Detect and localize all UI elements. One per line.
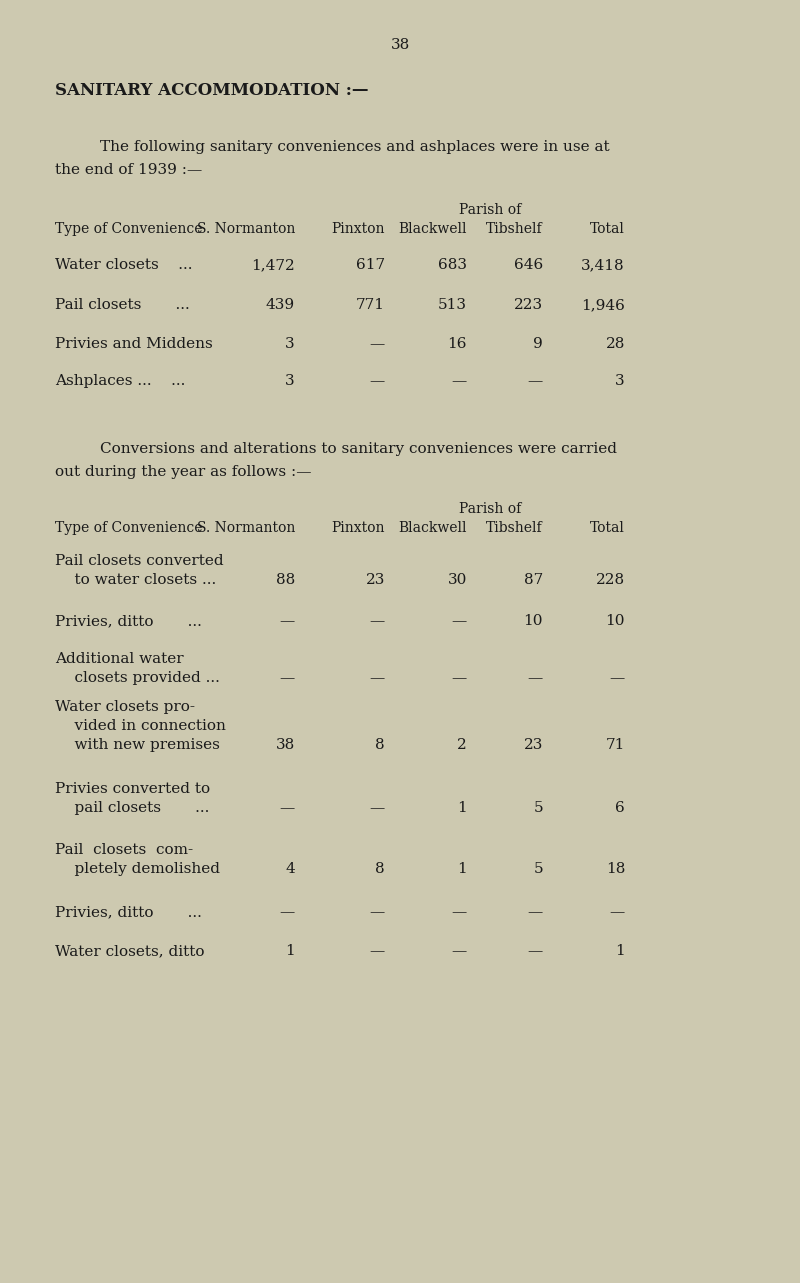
Text: —: — xyxy=(370,801,385,815)
Text: Ashplaces ...    ...: Ashplaces ... ... xyxy=(55,375,186,387)
Text: S. Normanton: S. Normanton xyxy=(197,521,295,535)
Text: SANITARY ACCOMMODATION :—: SANITARY ACCOMMODATION :— xyxy=(55,82,369,99)
Text: Parish of: Parish of xyxy=(459,502,521,516)
Text: 6: 6 xyxy=(615,801,625,815)
Text: Blackwell: Blackwell xyxy=(398,521,467,535)
Text: vided in connection: vided in connection xyxy=(55,718,226,733)
Text: 5: 5 xyxy=(534,862,543,876)
Text: 30: 30 xyxy=(448,574,467,588)
Text: —: — xyxy=(452,615,467,627)
Text: Total: Total xyxy=(590,222,625,236)
Text: 1: 1 xyxy=(615,944,625,958)
Text: pail closets       ...: pail closets ... xyxy=(55,801,210,815)
Text: Pail closets converted: Pail closets converted xyxy=(55,554,224,568)
Text: The following sanitary conveniences and ashplaces were in use at: The following sanitary conveniences and … xyxy=(100,140,610,154)
Text: 38: 38 xyxy=(390,38,410,53)
Text: pletely demolished: pletely demolished xyxy=(55,862,220,876)
Text: —: — xyxy=(610,671,625,685)
Text: 38: 38 xyxy=(276,738,295,752)
Text: 23: 23 xyxy=(524,738,543,752)
Text: —: — xyxy=(280,801,295,815)
Text: —: — xyxy=(452,944,467,958)
Text: —: — xyxy=(280,671,295,685)
Text: 71: 71 xyxy=(606,738,625,752)
Text: Tibshelf: Tibshelf xyxy=(486,521,543,535)
Text: 3: 3 xyxy=(615,375,625,387)
Text: 228: 228 xyxy=(596,574,625,588)
Text: —: — xyxy=(370,337,385,352)
Text: Type of Convenience: Type of Convenience xyxy=(55,521,202,535)
Text: 8: 8 xyxy=(375,738,385,752)
Text: Additional water: Additional water xyxy=(55,652,184,666)
Text: —: — xyxy=(370,905,385,919)
Text: 1: 1 xyxy=(458,801,467,815)
Text: Tibshelf: Tibshelf xyxy=(486,222,543,236)
Text: 1,946: 1,946 xyxy=(581,298,625,312)
Text: 3,418: 3,418 xyxy=(582,258,625,272)
Text: 23: 23 xyxy=(366,574,385,588)
Text: Privies, ditto       ...: Privies, ditto ... xyxy=(55,905,202,919)
Text: 439: 439 xyxy=(266,298,295,312)
Text: —: — xyxy=(610,905,625,919)
Text: —: — xyxy=(528,944,543,958)
Text: 88: 88 xyxy=(276,574,295,588)
Text: Blackwell: Blackwell xyxy=(398,222,467,236)
Text: —: — xyxy=(528,905,543,919)
Text: Water closets pro-: Water closets pro- xyxy=(55,701,195,715)
Text: 513: 513 xyxy=(438,298,467,312)
Text: 1: 1 xyxy=(286,944,295,958)
Text: 18: 18 xyxy=(606,862,625,876)
Text: —: — xyxy=(370,375,385,387)
Text: —: — xyxy=(370,615,385,627)
Text: Privies and Middens: Privies and Middens xyxy=(55,337,213,352)
Text: closets provided ...: closets provided ... xyxy=(55,671,220,685)
Text: Type of Convenience: Type of Convenience xyxy=(55,222,202,236)
Text: 87: 87 xyxy=(524,574,543,588)
Text: —: — xyxy=(280,905,295,919)
Text: —: — xyxy=(452,375,467,387)
Text: Pail  closets  com-: Pail closets com- xyxy=(55,843,193,857)
Text: the end of 1939 :—: the end of 1939 :— xyxy=(55,163,202,177)
Text: 1: 1 xyxy=(458,862,467,876)
Text: 8: 8 xyxy=(375,862,385,876)
Text: 3: 3 xyxy=(286,337,295,352)
Text: Parish of: Parish of xyxy=(459,203,521,217)
Text: 3: 3 xyxy=(286,375,295,387)
Text: Privies, ditto       ...: Privies, ditto ... xyxy=(55,615,202,627)
Text: 771: 771 xyxy=(356,298,385,312)
Text: Pail closets       ...: Pail closets ... xyxy=(55,298,190,312)
Text: 28: 28 xyxy=(606,337,625,352)
Text: —: — xyxy=(370,944,385,958)
Text: Water closets, ditto: Water closets, ditto xyxy=(55,944,205,958)
Text: Privies converted to: Privies converted to xyxy=(55,783,210,795)
Text: S. Normanton: S. Normanton xyxy=(197,222,295,236)
Text: —: — xyxy=(452,671,467,685)
Text: —: — xyxy=(452,905,467,919)
Text: 5: 5 xyxy=(534,801,543,815)
Text: Total: Total xyxy=(590,521,625,535)
Text: 9: 9 xyxy=(534,337,543,352)
Text: 10: 10 xyxy=(606,615,625,627)
Text: 4: 4 xyxy=(286,862,295,876)
Text: Pinxton: Pinxton xyxy=(331,521,385,535)
Text: 2: 2 xyxy=(458,738,467,752)
Text: 683: 683 xyxy=(438,258,467,272)
Text: 617: 617 xyxy=(356,258,385,272)
Text: —: — xyxy=(528,375,543,387)
Text: 10: 10 xyxy=(523,615,543,627)
Text: Pinxton: Pinxton xyxy=(331,222,385,236)
Text: with new premises: with new premises xyxy=(55,738,220,752)
Text: —: — xyxy=(370,671,385,685)
Text: —: — xyxy=(528,671,543,685)
Text: 1,472: 1,472 xyxy=(251,258,295,272)
Text: Water closets    ...: Water closets ... xyxy=(55,258,193,272)
Text: —: — xyxy=(280,615,295,627)
Text: 16: 16 xyxy=(447,337,467,352)
Text: out during the year as follows :—: out during the year as follows :— xyxy=(55,464,311,479)
Text: Conversions and alterations to sanitary conveniences were carried: Conversions and alterations to sanitary … xyxy=(100,443,617,455)
Text: to water closets ...: to water closets ... xyxy=(55,574,216,588)
Text: 223: 223 xyxy=(514,298,543,312)
Text: 646: 646 xyxy=(514,258,543,272)
